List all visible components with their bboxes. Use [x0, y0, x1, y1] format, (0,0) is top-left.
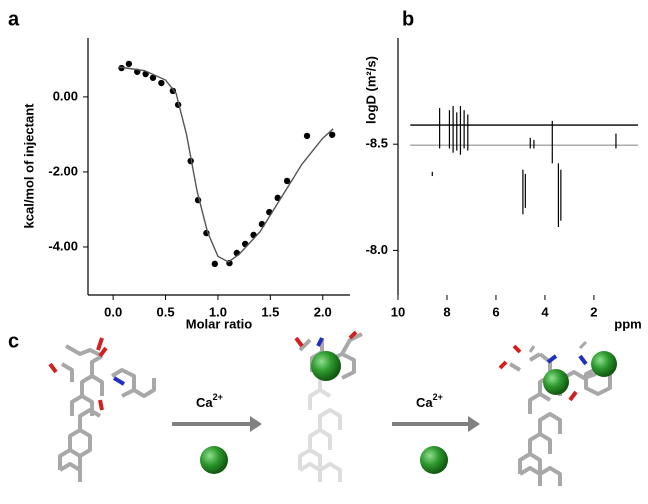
y-axis-label: logD (m²/s): [363, 56, 378, 124]
line: [118, 66, 334, 263]
point: [125, 60, 133, 68]
point: [169, 87, 177, 95]
panel-label: b: [402, 8, 414, 30]
ion-charge: 2+: [213, 392, 223, 402]
x-tick-label: 1.5: [261, 304, 279, 319]
panel-label: a: [8, 8, 20, 30]
x-axis-label: ppm: [614, 316, 641, 331]
calcium-ion: [200, 446, 228, 474]
molecule: [48, 337, 156, 482]
arrow-head: [468, 416, 480, 432]
point: [158, 79, 165, 87]
x-tick-label: 8: [443, 304, 450, 319]
calcium-ion: [311, 351, 341, 381]
ion: Ca: [196, 395, 213, 410]
x-tick-label: 0.0: [104, 304, 122, 319]
y-tick-label: -8.5: [366, 136, 388, 151]
arrow-label: Ca2+: [416, 392, 443, 410]
x-axis-label: Molar ratio: [186, 316, 253, 331]
y-tick-label: 0.00: [53, 88, 78, 103]
calcium-ion: [591, 351, 617, 377]
y-tick-label: -2.00: [48, 163, 78, 178]
ion: Ca: [416, 395, 433, 410]
point: [303, 132, 311, 140]
x-tick-label: 4: [541, 304, 549, 319]
y-axis-label: kcal/mol of injectant: [21, 103, 36, 229]
x-tick-label: 2: [590, 304, 597, 319]
calcium-ion: [420, 446, 448, 474]
point: [149, 74, 157, 81]
y-tick-label: -4.00: [48, 238, 78, 253]
arrow-head: [250, 416, 262, 432]
x-tick-label: 6: [492, 304, 499, 319]
x-tick-label: 1.0: [209, 304, 227, 319]
x-tick-label: 10: [391, 304, 405, 319]
x-tick-label: 0.5: [157, 304, 175, 319]
point: [283, 177, 291, 185]
ion-charge: 2+: [433, 392, 443, 402]
calcium-ion: [543, 369, 569, 395]
x-tick-label: 2.0: [314, 304, 332, 319]
point: [211, 260, 219, 268]
panel-label: c: [8, 330, 19, 352]
point: [328, 131, 336, 138]
arrow-label: Ca2+: [196, 392, 223, 410]
y-tick-label: -8.0: [366, 242, 388, 257]
